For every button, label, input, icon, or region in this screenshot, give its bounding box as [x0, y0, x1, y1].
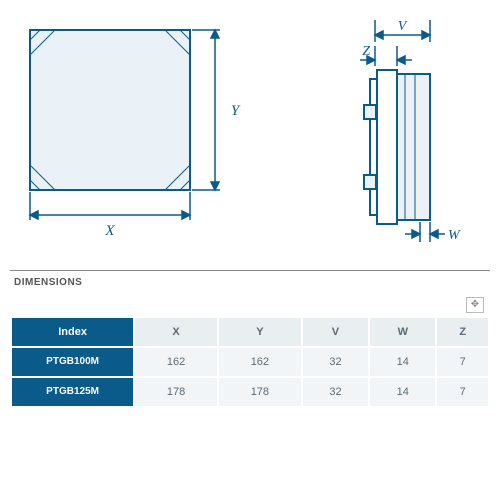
dim-z-label: Z [362, 44, 370, 59]
cell: 32 [303, 378, 368, 406]
cell: 14 [370, 378, 435, 406]
dim-w-label: W [448, 228, 461, 243]
dim-w [405, 222, 445, 242]
cell: 178 [219, 378, 301, 406]
dim-y [192, 30, 220, 190]
dimensions-table: IndexXYVWZ PTGB100M16216232147PTGB125M17… [10, 316, 490, 408]
cell: 32 [303, 348, 368, 376]
col-head-index: Index [12, 318, 133, 346]
table-row: PTGB100M16216232147 [12, 348, 488, 376]
expand-icon[interactable]: ✥ [466, 297, 484, 313]
col-head-z: Z [437, 318, 488, 346]
cell: 7 [437, 348, 488, 376]
dim-y-label: Y [231, 103, 241, 119]
dim-x [30, 192, 190, 220]
cell: 178 [135, 378, 217, 406]
col-head-w: W [370, 318, 435, 346]
dim-v-label: V [398, 20, 408, 34]
col-head-v: V [303, 318, 368, 346]
row-index: PTGB125M [12, 378, 133, 406]
side-view-svg: V Z [300, 20, 470, 250]
cell: 162 [219, 348, 301, 376]
cell: 14 [370, 348, 435, 376]
row-index: PTGB100M [12, 348, 133, 376]
dimensions-heading: DIMENSIONS [10, 270, 490, 294]
front-panel-rect [30, 30, 190, 190]
cell: 7 [437, 378, 488, 406]
cell: 162 [135, 348, 217, 376]
side-profile [364, 70, 430, 224]
col-head-x: X [135, 318, 217, 346]
col-head-y: Y [219, 318, 301, 346]
table-row: PTGB125M17817832147 [12, 378, 488, 406]
front-view-svg: X Y [20, 20, 260, 250]
front-view-diagram: X Y [20, 20, 260, 250]
dim-x-label: X [104, 223, 115, 239]
side-view-diagram: V Z [300, 20, 470, 250]
